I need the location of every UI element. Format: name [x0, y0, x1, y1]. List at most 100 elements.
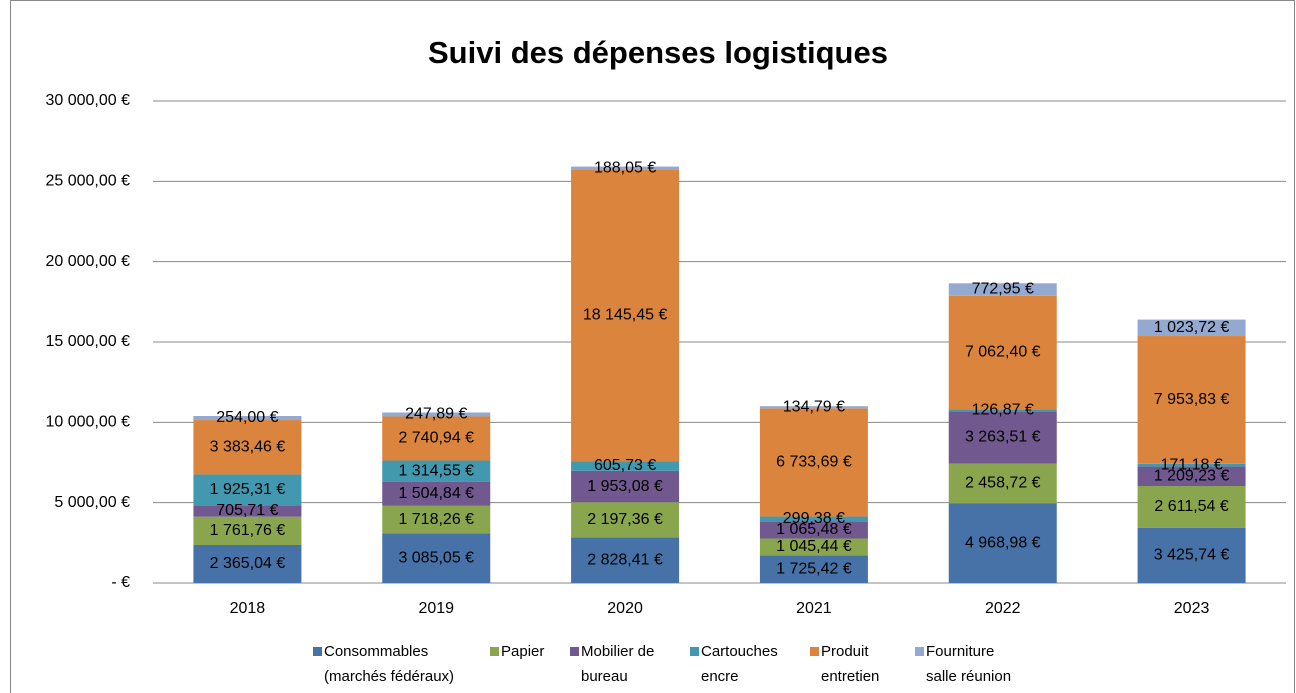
- y-tick-label: 25 000,00 €: [45, 173, 130, 190]
- data-label: 605,73 €: [594, 457, 656, 474]
- legend-swatch: [570, 647, 579, 656]
- legend-swatch: [690, 647, 699, 656]
- data-label: 126,87 €: [972, 401, 1034, 418]
- legend-label: Papier: [501, 643, 545, 660]
- bar-segment: [948, 411, 1057, 464]
- data-label: 2 458,72 €: [965, 475, 1041, 492]
- data-label: 18 145,45 €: [583, 307, 668, 324]
- x-tick-label: 2018: [230, 600, 266, 617]
- data-label: 1 504,84 €: [398, 485, 474, 502]
- data-label: 2 740,94 €: [398, 430, 474, 447]
- x-tick-label: 2019: [418, 600, 454, 617]
- data-label: 2 365,04 €: [210, 555, 286, 572]
- bar-segment: [571, 461, 680, 471]
- data-label: 772,95 €: [972, 281, 1034, 298]
- x-tick-label: 2021: [796, 600, 832, 617]
- data-label: 254,00 €: [216, 409, 278, 426]
- bar-segment: [382, 460, 491, 482]
- bar-segment: [948, 503, 1057, 583]
- legend-label: Cartouches encre: [701, 643, 778, 685]
- data-label: 1 314,55 €: [398, 462, 474, 479]
- legend-label: Consommables (marchés fédéraux): [324, 643, 455, 685]
- data-label: 3 085,05 €: [398, 549, 474, 566]
- data-label: 2 611,54 €: [1154, 498, 1229, 515]
- bar-segment: [1137, 336, 1246, 464]
- bar-segment: [571, 537, 680, 583]
- data-label: 1 045,44 €: [776, 538, 852, 555]
- bar-segment: [571, 502, 680, 538]
- data-label: 7 062,40 €: [965, 344, 1041, 361]
- data-label: 2 828,41 €: [587, 551, 663, 568]
- bar-segment: [382, 533, 491, 583]
- data-label: 299,38 €: [783, 510, 845, 527]
- legend-label: Produit entretien: [821, 643, 880, 685]
- bar-segment: [759, 538, 868, 556]
- x-tick-label: 2023: [1174, 600, 1210, 617]
- data-label: 1 065,48 €: [776, 521, 852, 538]
- legend-swatch: [915, 647, 924, 656]
- x-tick-label: 2020: [607, 600, 643, 617]
- data-label: 6 733,69 €: [776, 454, 852, 471]
- bar-segment: [193, 545, 302, 583]
- bar-segment: [1137, 319, 1246, 337]
- data-label: 1 725,42 €: [776, 560, 852, 577]
- data-label: 705,71 €: [216, 502, 278, 519]
- legend-swatch: [490, 647, 499, 656]
- data-label: 1 209,23 €: [1154, 468, 1230, 485]
- bar-segment: [1137, 527, 1246, 583]
- legend-swatch: [313, 647, 322, 656]
- data-label: 3 425,74 €: [1154, 547, 1230, 564]
- bar-segment: [193, 516, 302, 546]
- bar-segment: [1137, 463, 1246, 467]
- y-tick-label: 5 000,00 €: [54, 494, 130, 511]
- data-label: 134,79 €: [783, 399, 845, 416]
- bar-segment: [759, 408, 868, 517]
- bar-segment: [1137, 466, 1246, 487]
- data-label: 1 718,26 €: [398, 511, 474, 528]
- data-label: 247,89 €: [405, 406, 467, 423]
- data-label: 7 953,83 €: [1154, 391, 1230, 408]
- data-label: 188,05 €: [594, 159, 656, 176]
- chart-border: [10, 0, 1295, 693]
- legend-label: Fourniture salle réunion: [926, 643, 1012, 685]
- bar-segment: [759, 406, 868, 409]
- bar-segment: [759, 521, 868, 539]
- y-tick-label: 30 000,00 €: [45, 92, 130, 109]
- bar-segment: [1137, 486, 1246, 528]
- y-tick-label: 10 000,00 €: [45, 414, 130, 431]
- y-tick-label: 20 000,00 €: [45, 253, 130, 270]
- x-tick-label: 2022: [985, 600, 1021, 617]
- bar-segment: [571, 169, 680, 462]
- legend-swatch: [810, 647, 819, 656]
- bar-segment: [571, 470, 680, 503]
- bar-segment: [382, 481, 491, 506]
- legend-label: Mobilier de bureau: [581, 643, 655, 685]
- bar-segment: [193, 474, 302, 506]
- bar-segment: [948, 295, 1057, 410]
- data-label: 1 925,31 €: [210, 481, 286, 498]
- bar-segment: [193, 415, 302, 421]
- bar-segment: [948, 409, 1057, 412]
- bar-segment: [193, 420, 302, 475]
- bar-segment: [759, 555, 868, 583]
- data-label: 1 761,76 €: [210, 522, 286, 539]
- bar-segment: [193, 505, 302, 517]
- bar-segment: [948, 463, 1057, 504]
- data-label: 171,18 €: [1160, 456, 1222, 473]
- bar-segment: [948, 283, 1057, 296]
- data-label: 3 263,51 €: [965, 429, 1041, 446]
- data-label: 2 197,36 €: [587, 511, 663, 528]
- data-label: 1 953,08 €: [587, 478, 663, 495]
- bar-segment: [759, 516, 868, 522]
- bar-segment: [571, 166, 680, 170]
- chart-title: Suivi des dépenses logistiques: [428, 35, 888, 70]
- y-tick-label: - €: [111, 574, 130, 591]
- data-label: 4 968,98 €: [965, 534, 1041, 551]
- data-label: 3 383,46 €: [210, 438, 286, 455]
- bar-segment: [382, 416, 491, 461]
- bar-segment: [382, 505, 491, 534]
- y-tick-label: 15 000,00 €: [45, 333, 130, 350]
- bar-segment: [382, 412, 491, 417]
